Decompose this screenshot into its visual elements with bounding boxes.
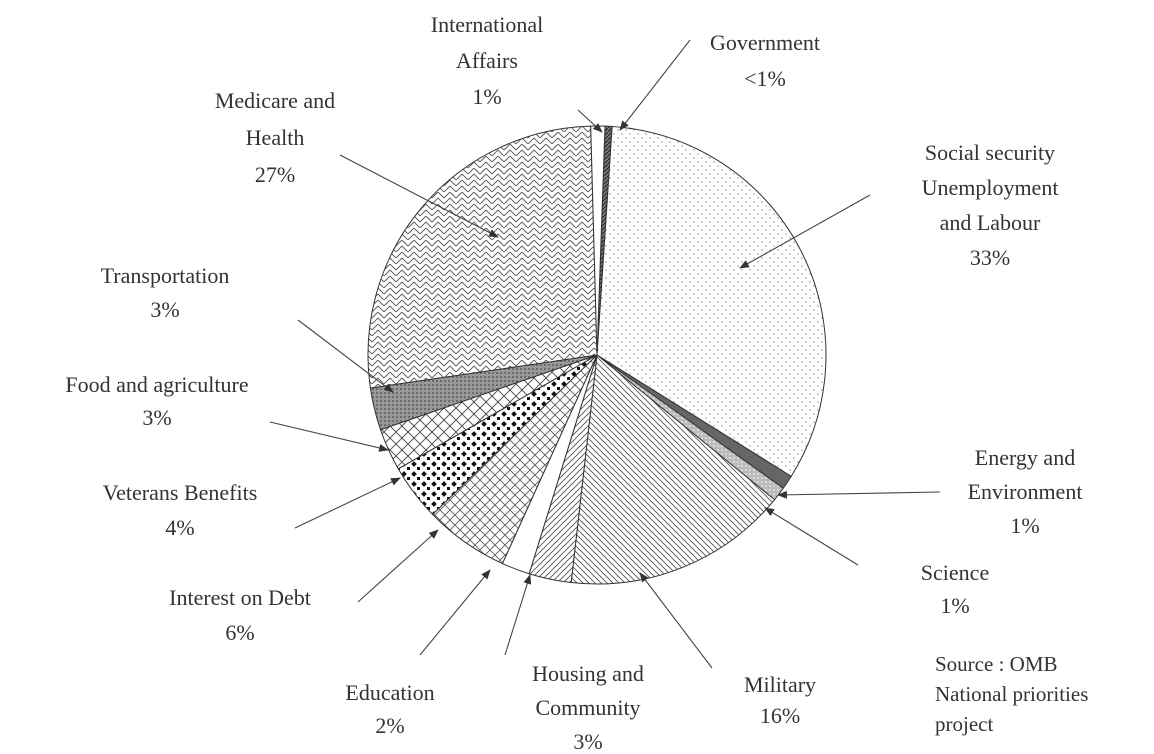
leader-line [739,194,871,269]
slice-label: Affairs [456,48,518,73]
leader-line [764,507,859,566]
slice-label: Housing and [532,661,644,686]
leader-line [297,319,394,393]
leader-line [357,529,439,603]
slice-label: International [431,12,543,37]
slice-label: Food and agriculture [65,372,248,397]
leader-line [269,421,389,452]
source-note: Source : OMB National priorities project [935,652,1088,736]
slice-value-label: 1% [472,84,501,109]
source-text: project [935,712,993,736]
slice-label: Community [535,695,640,720]
slice-label: Transportation [101,263,230,288]
slice-value-label: 16% [760,703,800,728]
slice-value-label: 3% [142,405,171,430]
leader-line [577,109,603,133]
slice-value-label: 27% [255,162,295,187]
leader-line [504,574,532,656]
slice-label: Military [744,672,816,697]
slice-value-label: <1% [744,66,786,91]
leader-line [339,154,499,238]
source-text: Source : OMB [935,652,1058,676]
leader-line [639,572,713,669]
slice-label: Government [710,30,820,55]
slice-label: Social security [925,140,1055,165]
slice-value-label: 33% [970,245,1010,270]
pie-slice [367,125,598,389]
slice-label: Education [345,680,434,705]
slice-value-label: 6% [225,620,254,645]
leader-line [419,569,491,656]
slice-value-label: 3% [573,729,602,754]
pie-slice [596,125,827,478]
slice-label: Unemployment [922,175,1059,200]
slice-value-label: 3% [150,297,179,322]
leader-line [294,477,401,529]
slice-value-label: 1% [940,593,969,618]
slice-label: and Labour [940,210,1041,235]
slice-value-label: 2% [375,713,404,738]
slice-label: Interest on Debt [169,585,311,610]
slice-label: Science [921,560,989,585]
pie-slice [570,354,776,585]
slice-label: Veterans Benefits [103,480,258,505]
slice-value-label: 1% [1010,513,1039,538]
leader-line [777,490,941,499]
slice-value-label: 4% [165,515,194,540]
leader-line [619,39,691,131]
slice-label: Medicare and [215,88,335,113]
slice-label: Energy and [975,445,1075,470]
slice-label: Environment [968,479,1083,504]
slice-label: Health [246,125,305,150]
source-text: National priorities [935,682,1088,706]
